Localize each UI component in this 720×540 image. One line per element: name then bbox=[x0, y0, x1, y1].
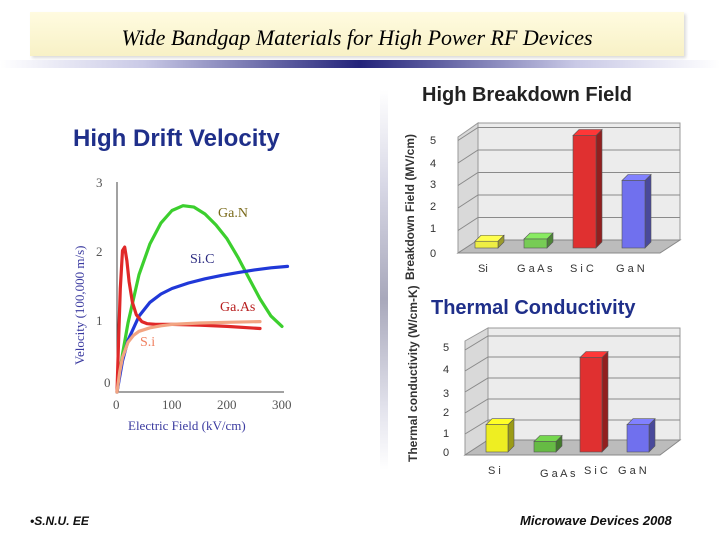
series-line-gan bbox=[115, 204, 284, 394]
series-label-si: S.i bbox=[140, 335, 155, 350]
breakdown-y-axis-label: Breakdown Field (MV/cm) bbox=[403, 134, 417, 280]
breakdown-bar-gan bbox=[621, 173, 652, 249]
breakdown-gridline-2 bbox=[457, 194, 680, 209]
drift-y-tick-1: 1 bbox=[96, 313, 103, 328]
thermal-bar-side bbox=[601, 350, 609, 453]
breakdown-cat-si: Si bbox=[478, 263, 488, 275]
thermal-gridline-1 bbox=[464, 419, 680, 435]
drift-x-tick-0: 0 bbox=[113, 397, 120, 412]
thermal-y-tick-5: 5 bbox=[443, 342, 449, 354]
thermal-cat-sic: S i C bbox=[584, 465, 608, 477]
thermal-bar-gan bbox=[626, 417, 656, 453]
thermal-chart-title: Thermal Conductivity bbox=[431, 297, 636, 319]
drift-x-tick-300: 300 bbox=[272, 397, 292, 412]
breakdown-cat-gaas: G a A s bbox=[517, 263, 553, 275]
thermal-floor bbox=[463, 439, 682, 456]
thermal-y-tick-1: 1 bbox=[443, 428, 449, 440]
breakdown-gridlines bbox=[457, 127, 680, 231]
series-label-gaas: Ga.As bbox=[220, 300, 255, 315]
thermal-bar-front bbox=[626, 424, 650, 453]
series-line-si bbox=[115, 320, 262, 394]
footer-course: Microwave Devices 2008 bbox=[520, 513, 672, 528]
slide-title: Wide Bandgap Materials for High Power RF… bbox=[121, 25, 593, 50]
drift-x-tick-100: 100 bbox=[162, 397, 182, 412]
breakdown-bars-group bbox=[474, 128, 652, 249]
series-line-sic bbox=[115, 264, 290, 394]
breakdown-gridline-1 bbox=[457, 217, 680, 231]
drift-y-axis-label: Velocity (100,000 m/s) bbox=[72, 245, 87, 365]
thermal-bar-front bbox=[533, 441, 557, 453]
thermal-side-wall bbox=[464, 327, 489, 456]
thermal-bar-si bbox=[485, 417, 515, 453]
drift-chart-title: High Drift Velocity bbox=[73, 125, 280, 152]
breakdown-bar-front bbox=[572, 135, 597, 249]
breakdown-gridline-4 bbox=[457, 149, 680, 164]
thermal-bars-group bbox=[485, 350, 656, 453]
series-label-gan: Ga.N bbox=[218, 206, 248, 221]
thermal-cat-gan: G a N bbox=[618, 465, 647, 477]
drift-x-tick-200: 200 bbox=[217, 397, 237, 412]
thermal-cat-gaas: G a A s bbox=[540, 468, 576, 480]
breakdown-bar-si bbox=[474, 234, 505, 249]
thermal-y-tick-4: 4 bbox=[443, 364, 449, 376]
breakdown-y-tick-1: 1 bbox=[430, 223, 436, 235]
vertical-separator bbox=[380, 90, 388, 470]
thermal-y-tick-2: 2 bbox=[443, 407, 449, 419]
series-label-sic: Si.C bbox=[190, 252, 215, 267]
thermal-gridline-2 bbox=[464, 398, 680, 414]
drift-y-tick-2: 2 bbox=[96, 244, 103, 259]
thermal-gridline-4 bbox=[464, 356, 680, 372]
breakdown-cat-sic: S i C bbox=[570, 263, 594, 275]
thermal-bar-gaas bbox=[533, 434, 563, 453]
breakdown-bar-sic bbox=[572, 128, 603, 249]
thermal-bar-front bbox=[579, 357, 603, 453]
drift-x-axis-label: Electric Field (kV/cm) bbox=[128, 418, 246, 433]
thermal-y-tick-0: 0 bbox=[443, 447, 449, 459]
breakdown-y-tick-2: 2 bbox=[430, 201, 436, 213]
thermal-bar-front bbox=[485, 424, 509, 453]
breakdown-y-tick-5: 5 bbox=[430, 135, 436, 147]
drift-y-tick-0: 0 bbox=[104, 375, 111, 390]
thermal-cat-si: S i bbox=[488, 465, 501, 477]
thermal-bar-sic bbox=[579, 350, 609, 453]
thermal-y-axis-label: Thermal conductivity (W/cm-K) bbox=[406, 285, 420, 462]
breakdown-bar-front bbox=[523, 238, 548, 249]
drift-y-tick-3: 3 bbox=[96, 175, 103, 190]
breakdown-bar-front bbox=[621, 180, 646, 249]
thermal-gridline-3 bbox=[464, 377, 680, 393]
breakdown-bar-gaas bbox=[523, 232, 554, 249]
breakdown-chart-title: High Breakdown Field bbox=[422, 84, 632, 106]
breakdown-gridline-5 bbox=[457, 127, 680, 141]
breakdown-gridline-3 bbox=[457, 172, 680, 186]
title-bar: Wide Bandgap Materials for High Power RF… bbox=[30, 12, 684, 56]
thermal-y-tick-3: 3 bbox=[443, 388, 449, 400]
breakdown-y-tick-4: 4 bbox=[430, 158, 436, 170]
title-underline bbox=[0, 60, 720, 68]
breakdown-cat-gan: G a N bbox=[616, 263, 645, 275]
footer-affiliation: •S.N.U. EE bbox=[30, 514, 89, 528]
breakdown-y-tick-0: 0 bbox=[430, 248, 436, 260]
drift-series-group bbox=[115, 204, 290, 394]
thermal-gridlines bbox=[464, 335, 680, 435]
breakdown-y-tick-3: 3 bbox=[430, 179, 436, 191]
thermal-gridline-5 bbox=[464, 335, 680, 351]
breakdown-bar-front bbox=[474, 240, 499, 249]
